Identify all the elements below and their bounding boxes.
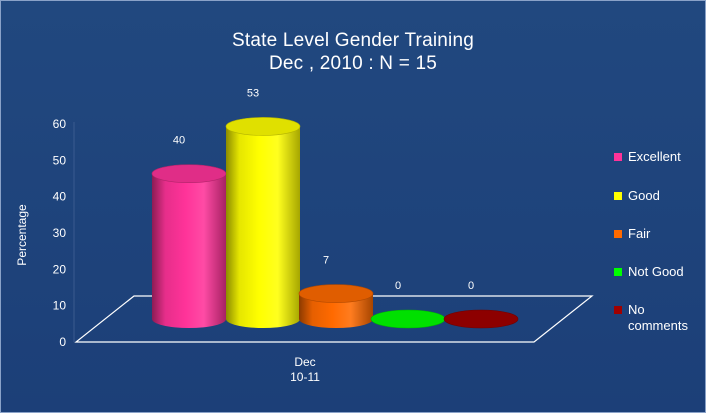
y-tick-label: 20 <box>53 262 67 276</box>
bar-top <box>443 309 519 329</box>
data-label: 40 <box>173 135 185 147</box>
legend-swatch <box>614 268 622 276</box>
bar-top <box>298 284 374 303</box>
data-label: 0 <box>395 280 401 292</box>
y-tick-label: 60 <box>53 117 67 131</box>
bar-body <box>299 293 373 328</box>
y-tick-label: 0 <box>59 335 66 349</box>
bar-top <box>370 309 446 329</box>
legend-label: Not Good <box>628 264 684 279</box>
chart-subtitle: Dec , 2010 : N = 15 <box>268 53 438 74</box>
floor <box>74 295 594 343</box>
legend-label: Good <box>628 188 660 203</box>
category-label: Dec <box>294 355 315 369</box>
bar-good <box>225 117 301 328</box>
y-tick-label: 40 <box>53 190 67 204</box>
y-tick-label: 10 <box>53 299 67 313</box>
legend-label: Excellent <box>628 149 681 164</box>
bar-body <box>152 173 226 328</box>
bar-top <box>225 117 301 136</box>
category-label: 10-11 <box>290 370 320 384</box>
bar-fair <box>298 284 374 328</box>
data-label: 0 <box>468 280 474 292</box>
y-tick-label: 50 <box>53 153 67 167</box>
data-label: 7 <box>323 255 329 267</box>
y-axis-label: Percentage <box>15 204 29 266</box>
legend-swatch <box>614 306 622 314</box>
chart-title: State Level Gender Training <box>232 30 474 51</box>
legend-label: No comments <box>628 302 688 333</box>
bar-excellent <box>151 164 227 328</box>
y-tick-label: 30 <box>53 226 67 240</box>
legend-swatch <box>614 230 622 238</box>
legend-label: Fair <box>628 226 651 241</box>
bar-body <box>226 126 300 328</box>
bar-no-comments <box>443 309 519 329</box>
bar-not-good <box>370 309 446 329</box>
legend-swatch <box>614 153 622 161</box>
legend-swatch <box>614 192 622 200</box>
bar-top <box>151 164 227 183</box>
data-label: 53 <box>247 87 259 99</box>
